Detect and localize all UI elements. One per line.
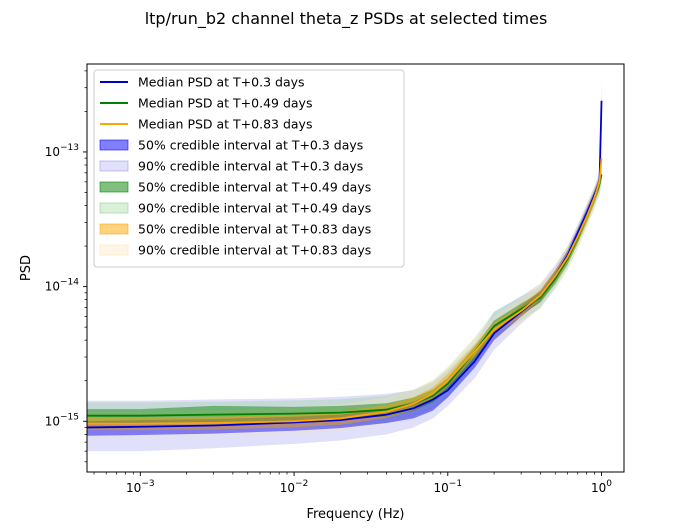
- x-tick-label: 10−1: [434, 479, 463, 495]
- y-axis-label: PSD: [19, 255, 34, 281]
- band50-series-1: [87, 169, 602, 424]
- x-tick-label: 100: [591, 479, 612, 495]
- x-tick-exponent: 0: [606, 479, 612, 489]
- legend-patch-swatch: [99, 223, 129, 235]
- x-tick-base: 10: [434, 481, 449, 495]
- x-axis-label: Frequency (Hz): [306, 507, 404, 522]
- y-tick-label: 10−15: [45, 412, 79, 428]
- legend-label: 90% credible interval at T+0.49 days: [138, 201, 371, 216]
- plot-frame: [86, 63, 625, 473]
- band90-series-0: [87, 80, 602, 452]
- legend-label: 90% credible interval at T+0.3 days: [138, 159, 363, 174]
- y-tick-base: 10: [45, 280, 60, 294]
- x-tick-exponent: −3: [141, 479, 154, 489]
- x-axis: 10−3 10−2 10−1 100: [93, 472, 612, 495]
- legend-patch-swatch: [99, 160, 129, 172]
- y-tick-exponent: −13: [60, 143, 79, 153]
- legend-label: Median PSD at T+0.49 days: [138, 96, 312, 111]
- legend-patch-swatch: [99, 181, 129, 193]
- chart-title: ltp/run_b2 channel theta_z PSDs at selec…: [145, 9, 548, 29]
- y-tick-exponent: −14: [60, 278, 79, 288]
- median-lines: [87, 100, 603, 429]
- y-tick-base: 10: [45, 414, 60, 428]
- y-tick-base: 10: [45, 145, 60, 159]
- x-tick-base: 10: [280, 481, 295, 495]
- median-line-series-0: [87, 100, 603, 429]
- legend-label: 50% credible interval at T+0.3 days: [138, 138, 363, 153]
- x-tick-label: 10−3: [126, 479, 155, 495]
- legend-label: Median PSD at T+0.83 days: [138, 117, 312, 132]
- legend-label: 50% credible interval at T+0.49 days: [138, 180, 371, 195]
- x-tick-exponent: −2: [295, 479, 308, 489]
- x-tick-base: 10: [126, 481, 141, 495]
- x-tick-label: 10−2: [280, 479, 309, 495]
- x-tick-exponent: −1: [449, 479, 462, 489]
- legend-patch-swatch: [99, 139, 129, 151]
- legend: Median PSD at T+0.3 days Median PSD at T+…: [93, 69, 405, 268]
- legend-box: [93, 69, 405, 268]
- legend-label: Median PSD at T+0.3 days: [138, 75, 305, 90]
- y-tick-exponent: −15: [60, 412, 79, 422]
- x-tick-base: 10: [591, 481, 606, 495]
- legend-patch-swatch: [99, 244, 129, 256]
- y-tick-label: 10−13: [45, 143, 79, 159]
- legend-label: 50% credible interval at T+0.83 days: [138, 222, 371, 237]
- legend-label: 90% credible interval at T+0.83 days: [138, 243, 371, 258]
- legend-patch-swatch: [99, 202, 129, 214]
- y-tick-label: 10−14: [45, 278, 80, 294]
- median-line-series-2: [87, 158, 603, 425]
